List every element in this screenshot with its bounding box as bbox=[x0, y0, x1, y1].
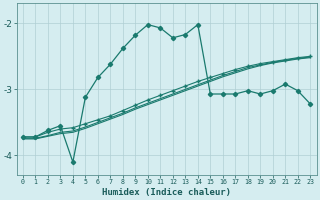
X-axis label: Humidex (Indice chaleur): Humidex (Indice chaleur) bbox=[102, 188, 231, 197]
